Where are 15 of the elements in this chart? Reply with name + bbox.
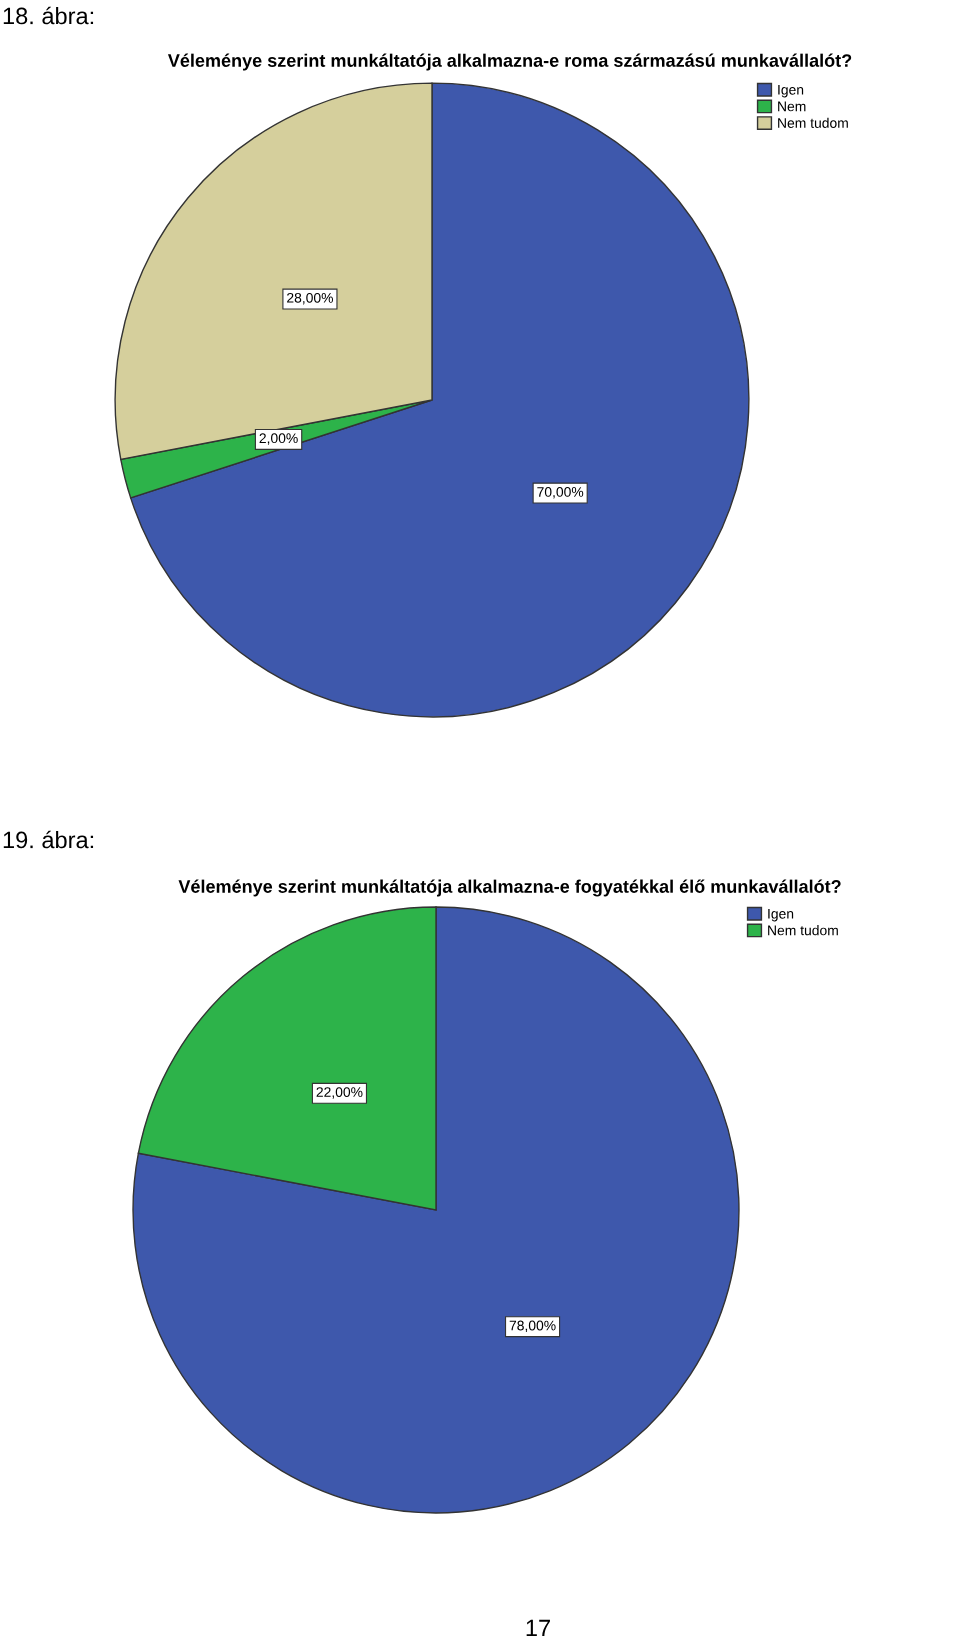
data-label: 28,00% (287, 292, 333, 305)
data-label: 70,00% (537, 487, 584, 499)
text: 17 (526, 1619, 550, 1637)
legend-label: Igen (778, 84, 804, 98)
legend-label: Nem tudom (778, 117, 848, 128)
chart-title: Véleménye szerint munkáltatója alkalmazna-e fogyatékkal élő munkavállalót? (178, 879, 841, 897)
data-label: 22,00% (316, 1087, 363, 1099)
chart-title: Véleménye szerint munkáltatója alkalmazna-e roma származású munkavállalót? (167, 53, 852, 71)
legend-label: Igen (768, 908, 794, 922)
text: 18. ábra: (3, 6, 94, 25)
legend-label: Nem (778, 101, 806, 112)
data-label: 78,00% (509, 1320, 556, 1333)
text: 19. ábra: (3, 830, 94, 849)
data-label: 2,00% (259, 433, 298, 445)
legend-label: Nem tudom (768, 925, 838, 936)
